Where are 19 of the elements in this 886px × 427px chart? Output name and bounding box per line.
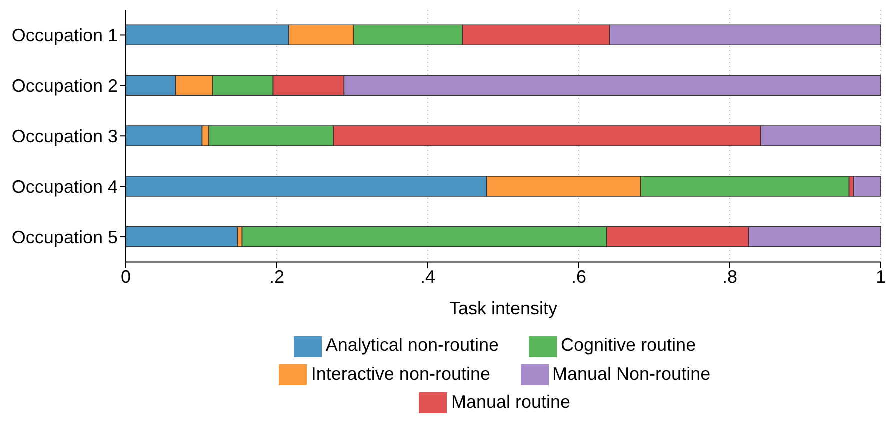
legend-label: Manual routine [451,392,571,412]
x-tick-label: .4 [420,267,436,288]
x-tick-label: .6 [571,267,587,288]
y-tick-label: Occupation 4 [12,176,118,197]
y-tick-label: Occupation 5 [12,227,118,248]
legend-label: Interactive non-routine [311,364,490,384]
legend-label: Analytical non-routine [326,335,499,356]
bar [853,176,881,197]
bar [126,226,238,248]
y-tick-label: Occupation 1 [12,26,118,46]
x-tick-label: 0 [120,267,132,288]
x-axis-title: Task intensity [449,298,558,318]
y-tick-label: Occupation 3 [12,126,118,147]
x-tick-label: .2 [269,267,285,288]
y-tick-label: Occupation 2 [12,76,118,96]
x-tick-label: 1 [876,267,886,288]
legend-label: Manual Non-routine [552,364,711,384]
x-tick-label: .8 [722,267,738,288]
legend-label: Cognitive routine [561,335,696,356]
